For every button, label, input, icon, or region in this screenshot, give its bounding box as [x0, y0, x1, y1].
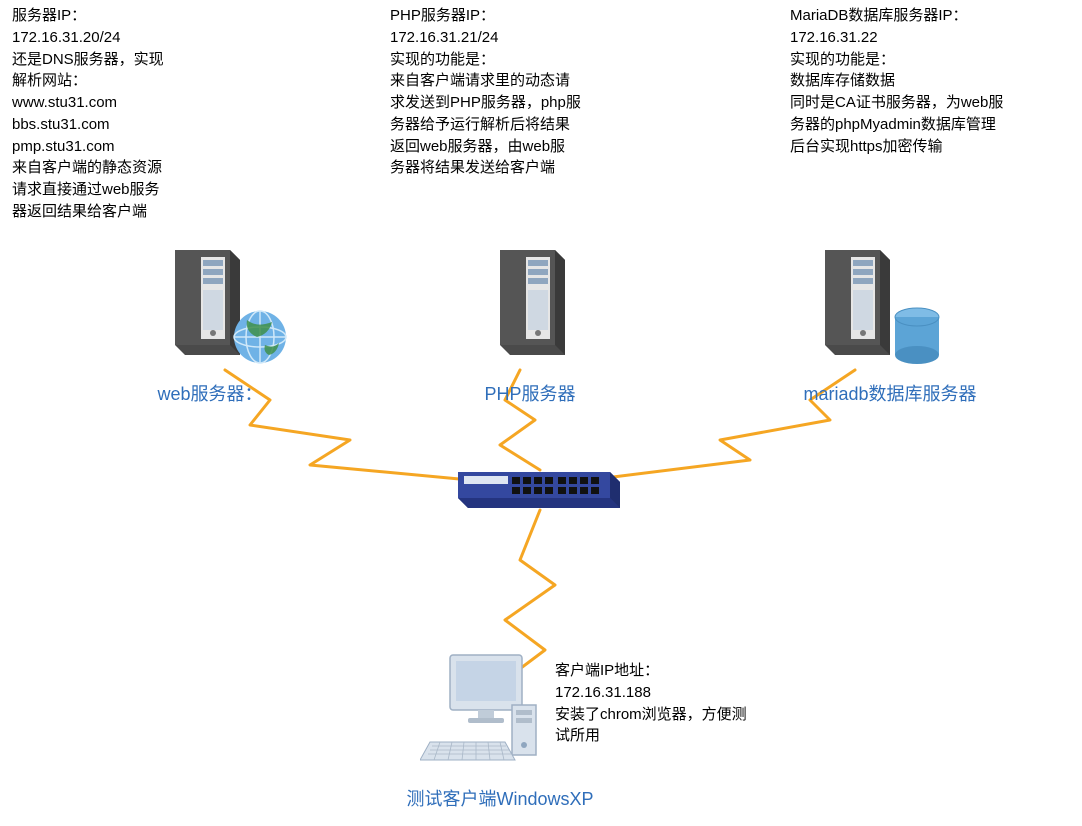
- client-label: 测试客户端WindowsXP: [370, 785, 630, 811]
- web-server-icon: [155, 245, 305, 375]
- db-server-icon: [805, 245, 955, 375]
- db-server-desc: MariaDB数据库服务器IP： 172.16.31.22 实现的功能是： 数据…: [790, 5, 1003, 157]
- db-server-label: mariadb数据库服务器: [770, 380, 1010, 406]
- php-server-label: PHP服务器: [450, 380, 610, 406]
- client-pc-icon: [420, 650, 550, 775]
- web-server-desc: 服务器IP： 172.16.31.20/24 还是DNS服务器，实现 解析网站：…: [12, 5, 164, 223]
- php-server-icon: [480, 245, 590, 375]
- web-server-label: web服务器：: [130, 380, 290, 406]
- client-desc: 客户端IP地址： 172.16.31.188 安装了chrom浏览器，方便测 试…: [555, 660, 747, 747]
- network-switch-icon: [450, 460, 625, 520]
- php-server-desc: PHP服务器IP： 172.16.31.21/24 实现的功能是： 来自客户端请…: [390, 5, 581, 179]
